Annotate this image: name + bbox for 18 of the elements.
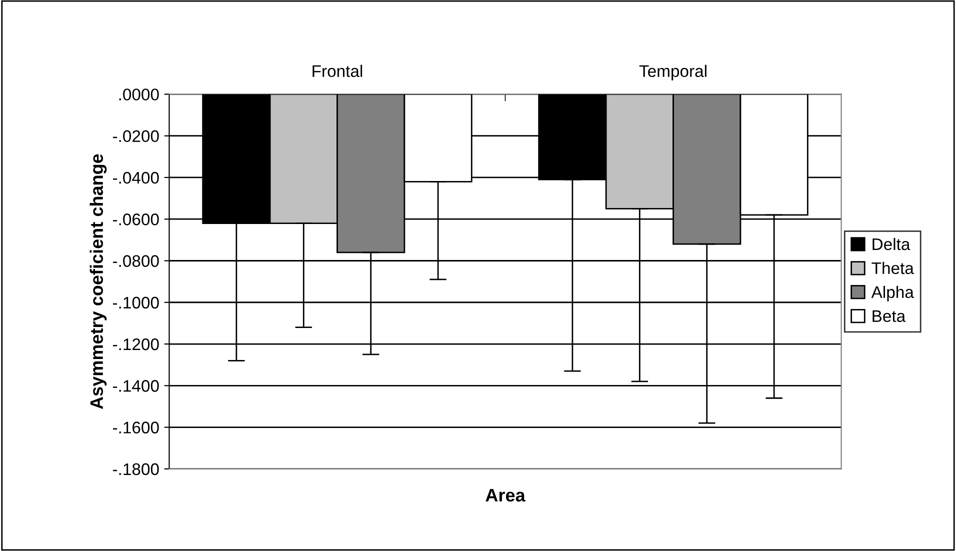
- x-axis-title: Area: [486, 489, 526, 502]
- y-tick-label: -.1800: [112, 463, 159, 476]
- legend-label: Beta: [872, 310, 906, 322]
- y-tick-label: -.1400: [112, 380, 159, 392]
- legend-label: Theta: [872, 262, 914, 274]
- y-axis-title: Asymmetry coeficient change: [90, 154, 107, 410]
- legend-label: Alpha: [871, 286, 914, 302]
- legend-label: Delta: [872, 238, 910, 250]
- y-tick-label: -.1000: [112, 296, 159, 309]
- x-tick-label: Frontal: [312, 64, 362, 78]
- y-tick-label: -.1200: [112, 338, 159, 350]
- y-tick-label: -.0600: [112, 214, 159, 226]
- y-tick-label: .0000: [119, 88, 159, 100]
- x-tick-label: Temporal: [639, 64, 706, 80]
- y-tick-label: -.0400: [112, 172, 159, 184]
- y-tick-label: -.1600: [112, 422, 159, 434]
- y-tick-label: -.0200: [112, 130, 159, 142]
- y-tick-label: -.0800: [112, 255, 159, 267]
